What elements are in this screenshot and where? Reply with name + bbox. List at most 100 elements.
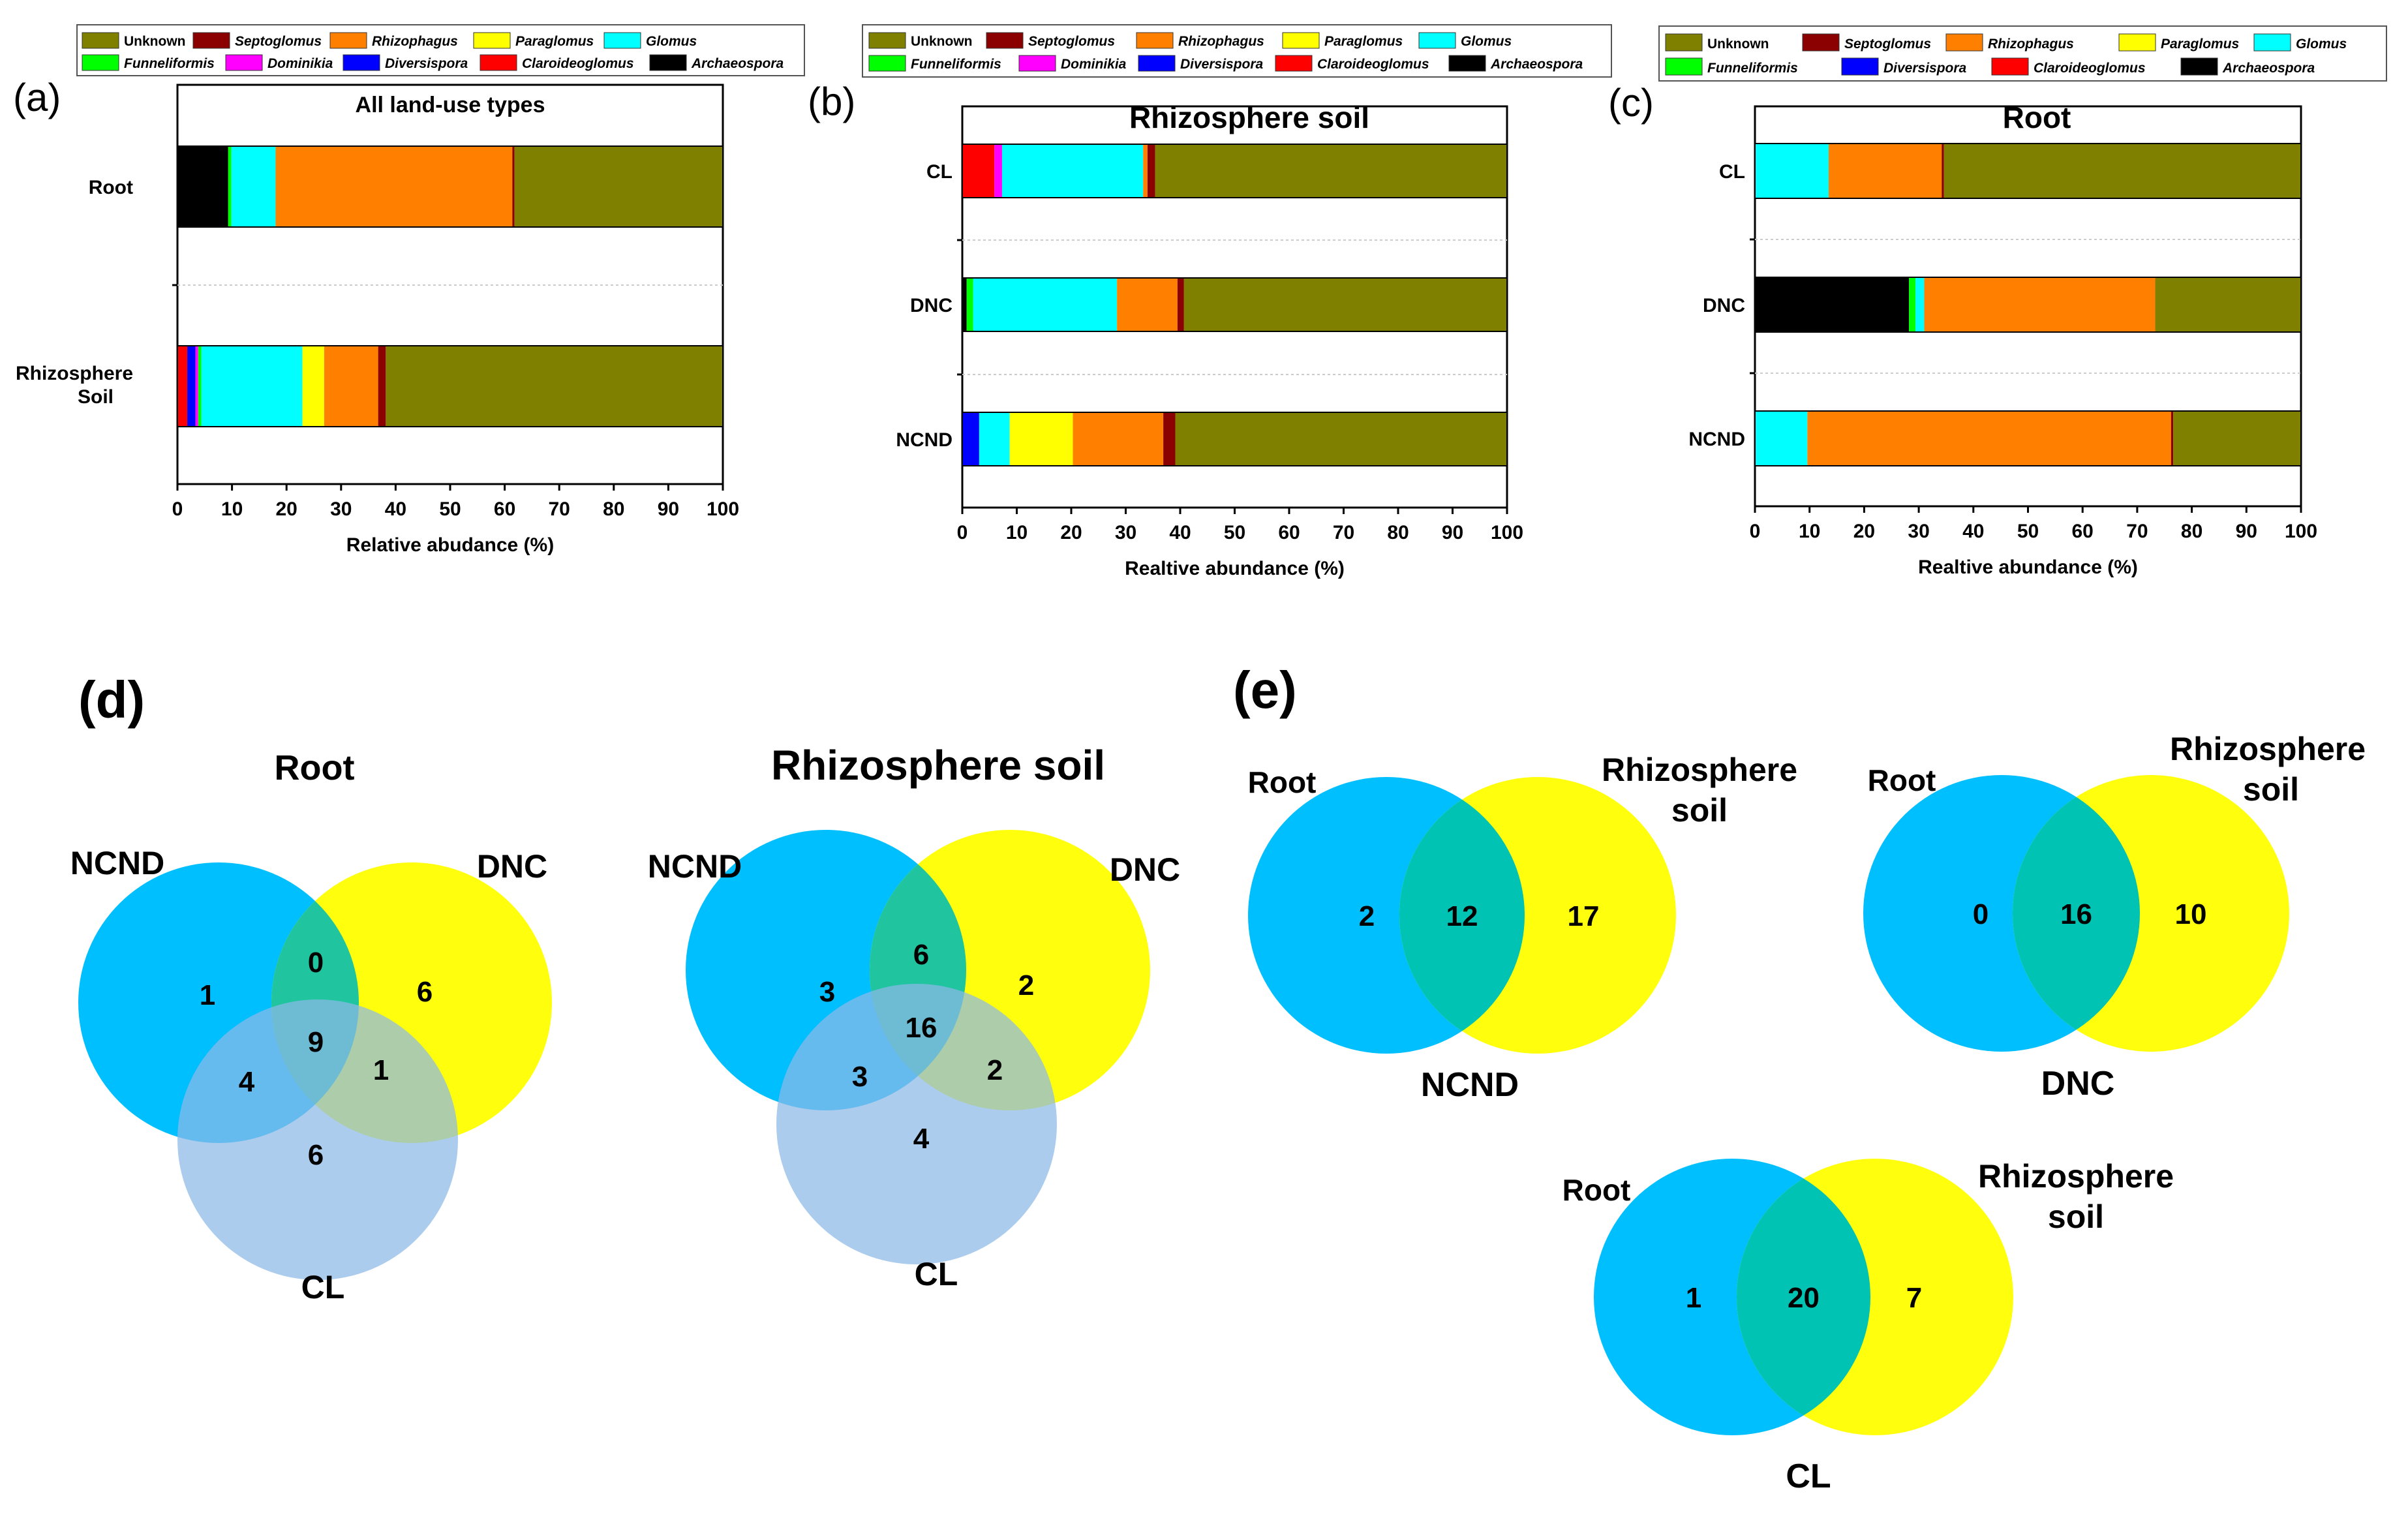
d-root-set-label-dnc: DNC (477, 848, 547, 885)
b-x-tick-label-10: 10 (1006, 522, 1028, 543)
b-x-tick-label-30: 30 (1115, 522, 1136, 543)
b-legend-swatch-unknown (868, 32, 906, 49)
e-cl-set-label-soil: soil (2048, 1198, 2104, 1235)
b-x-tick-label-50: 50 (1224, 522, 1245, 543)
b-legend-label-septoglomus: Septoglomus (1028, 34, 1115, 49)
a-x-tick-label-100: 100 (707, 498, 739, 520)
d-rhizo-venn: 3 6 2 3 16 2 4 NCND DNC CL Rhizosphere soil (648, 742, 1180, 1292)
d-root-circle-cl (177, 999, 458, 1280)
b-category-label-dnc: DNC (910, 295, 953, 316)
b-x-tick-label-20: 20 (1060, 522, 1082, 543)
a-category-label-root: Root (89, 177, 133, 198)
a-legend-swatch-unknown (82, 32, 119, 49)
c-legend-label-diversispora: Diversispora (1883, 61, 1967, 76)
e-ncnd-venn-title: NCND (1421, 1066, 1519, 1104)
a-bar-root-septoglomus (512, 146, 515, 227)
e-ncnd-set-label-soil: soil (1671, 792, 1728, 829)
d-rhizo-count-dnc-cl: 2 (987, 1054, 1003, 1086)
e-cl-venn-title: CL (1786, 1457, 1831, 1495)
b-x-tick-label-40: 40 (1169, 522, 1191, 543)
a-bar-outline-0 (177, 145, 724, 228)
c-bar-dnc-funneliformis (1909, 277, 1916, 332)
c-panel: CL DNC NCND 0 10 20 30 40 50 60 70 80 90 100 Realtive … (1608, 81, 2317, 578)
d-root-venn: 1 0 6 4 9 1 6 NCND DNC CL Root (d) (70, 671, 552, 1305)
a-legend-swatch-paraglomus (473, 32, 511, 49)
c-x-tick-label-30: 30 (1908, 521, 1929, 542)
c-legend-label-glomus: Glomus (2296, 37, 2347, 52)
a-legend-label-claroideoglomus: Claroideoglomus (522, 56, 634, 71)
c-legend: Unknown Septoglomus Rhizophagus Paraglomus G… (1658, 25, 2387, 82)
b-legend-swatch-dominikia (1018, 55, 1056, 72)
b-legend-label-diversispora: Diversispora (1180, 57, 1264, 72)
a-chart-title: All land-use types (356, 93, 545, 117)
c-x-tick-label-100: 100 (2285, 521, 2317, 542)
b-bar-cl-septoglomus (1147, 144, 1155, 198)
a-x-axis-label: Relative abudance (%) (346, 534, 554, 556)
c-legend-swatch-archaeospora (2180, 57, 2218, 76)
a-x-tick-label-20: 20 (276, 498, 297, 520)
b-bar-cl-glomus (1001, 144, 1144, 198)
d-root-count-dnc-only: 6 (417, 976, 433, 1008)
a-bar-rhizosphere-soil-funneliformis (198, 346, 202, 427)
b-bar-dnc-rhizophagus (1117, 278, 1178, 331)
a-legend-label-dominikia: Dominikia (267, 56, 333, 71)
c-legend-swatch-septoglomus (1802, 33, 1840, 52)
a-x-tick-label-40: 40 (385, 498, 406, 520)
b-legend-label-paraglomus: Paraglomus (1324, 34, 1403, 49)
a-bar-outline-1 (177, 345, 724, 427)
a-legend-label-rhizophagus: Rhizophagus (372, 34, 458, 49)
b-bar-cl-rhizophagus (1143, 144, 1148, 198)
c-bar-outline-0 (1754, 143, 2302, 199)
e-dnc-venn-title: DNC (2041, 1065, 2115, 1103)
a-bar-rhizosphere-soil-unknown (386, 346, 723, 427)
b-bar-ncnd-paraglomus (1009, 412, 1073, 466)
b-bar-ncnd-glomus (979, 412, 1010, 466)
a-x-tick-label-50: 50 (439, 498, 461, 520)
a-panel: Root Rhizosphere Soil 0 10 20 30 40 50 60 70 80 90 10… (13, 76, 739, 556)
d-rhizo-count-ncnd-dnc: 6 (913, 939, 929, 971)
c-panel-label: (c) (1608, 81, 1654, 125)
b-x-tick-label-60: 60 (1278, 522, 1300, 543)
c-x-axis-label: Realtive abundance (%) (1918, 556, 2138, 578)
b-legend-swatch-funneliformis (868, 55, 906, 72)
c-x-tick-label-10: 10 (1799, 521, 1820, 542)
c-chart-title: Root (2003, 100, 2071, 134)
a-bar-rhizosphere-soil-rhizophagus (324, 346, 378, 427)
d-root-count-dnc-cl: 1 (373, 1054, 389, 1086)
e-ncnd-panel-label: (e) (1233, 661, 1297, 719)
c-bar-outline-2 (1754, 410, 2302, 466)
b-x-tick-label-70: 70 (1333, 522, 1354, 543)
a-legend-swatch-septoglomus (192, 32, 230, 49)
c-legend-swatch-funneliformis (1665, 57, 1703, 76)
c-bar-ncnd-glomus (1755, 411, 1808, 466)
c-bar-cl-glomus (1755, 144, 1829, 198)
e-dnc-set-label-root: Root (1868, 763, 1936, 797)
b-legend-label-glomus: Glomus (1461, 34, 1512, 49)
e-cl-set-label-rhizosphere: Rhizosphere (1978, 1158, 2174, 1195)
c-x-tick-label-70: 70 (2126, 521, 2148, 542)
c-legend-label-septoglomus: Septoglomus (1844, 37, 1931, 52)
e-dnc-count-shared: 16 (2060, 898, 2092, 930)
e-cl-overlap (1737, 1159, 1870, 1435)
b-bar-ncnd-unknown (1175, 412, 1507, 466)
c-legend-swatch-rhizophagus (1945, 33, 1983, 52)
d-rhizo-set-label-ncnd: NCND (648, 848, 742, 885)
a-bar-rhizosphere-soil-paraglomus (302, 346, 324, 427)
d-rhizo-count-cl-only: 4 (913, 1123, 930, 1155)
c-bar-cl-rhizophagus (1828, 144, 1942, 198)
e-ncnd-set-label-root: Root (1248, 765, 1317, 799)
b-legend-label-unknown: Unknown (911, 34, 973, 49)
d-root-count-ncnd-cl: 4 (239, 1066, 255, 1098)
c-legend-label-funneliformis: Funneliformis (1707, 61, 1798, 76)
e-dnc-set-label-soil: soil (2243, 771, 2299, 808)
d-rhizo-count-dnc-only: 2 (1018, 969, 1034, 1001)
a-legend-swatch-dominikia (225, 54, 263, 71)
a-bar-rhizosphere-soil-glomus (201, 346, 303, 427)
c-bar-cl-unknown (1943, 144, 2301, 198)
e-ncnd-count-shared: 12 (1446, 900, 1478, 932)
c-bar-dnc-glomus (1915, 277, 1925, 332)
b-bar-dnc-archaeospora (962, 278, 967, 331)
a-x-tick-label-80: 80 (603, 498, 624, 520)
